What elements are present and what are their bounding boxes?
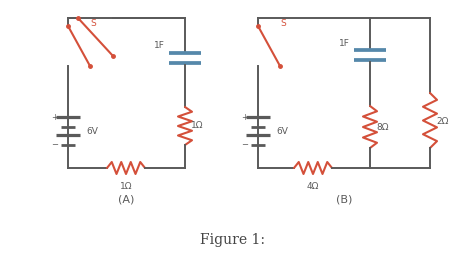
Text: S: S — [280, 19, 286, 28]
Text: 6V: 6V — [276, 127, 288, 135]
Text: 1Ω: 1Ω — [120, 182, 132, 191]
Text: −: − — [241, 140, 248, 149]
Text: (B): (B) — [336, 195, 352, 205]
Text: −: − — [51, 140, 58, 149]
Text: +: + — [241, 113, 248, 122]
Text: (A): (A) — [118, 195, 134, 205]
Text: +: + — [51, 113, 58, 122]
Text: S: S — [90, 19, 96, 28]
Text: Figure 1:: Figure 1: — [200, 233, 266, 247]
Text: 2Ω: 2Ω — [436, 117, 448, 125]
Text: 1F: 1F — [154, 42, 165, 50]
Text: 6V: 6V — [86, 127, 98, 135]
Text: 1F: 1F — [339, 38, 350, 48]
Text: 8Ω: 8Ω — [376, 123, 389, 132]
Text: 1Ω: 1Ω — [191, 122, 204, 130]
Text: 4Ω: 4Ω — [307, 182, 319, 191]
